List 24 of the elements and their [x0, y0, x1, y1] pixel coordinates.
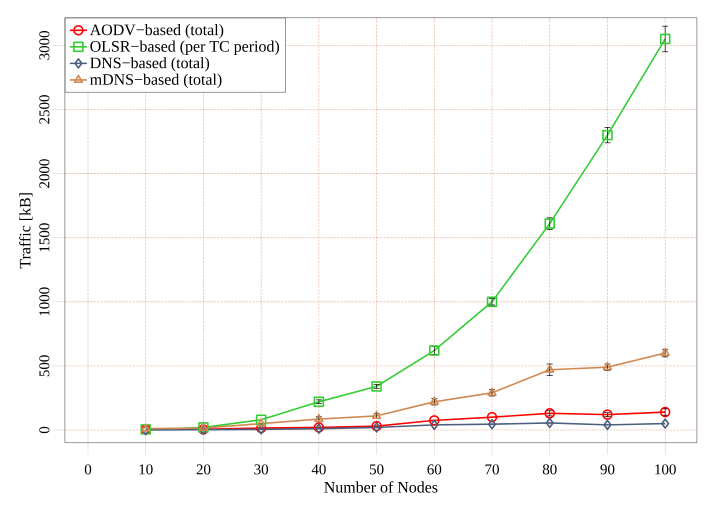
x-tick-label: 90: [600, 464, 614, 474]
x-tick-label: 60: [427, 464, 442, 474]
y-tick-label: 0: [39, 426, 50, 434]
x-tick-label: 10: [140, 464, 153, 474]
x-tick-label: 70: [486, 464, 499, 474]
y-tick-label: 500: [39, 355, 50, 376]
x-tick-label: 40: [312, 464, 326, 474]
legend-label: DNS−based (total): [90, 57, 210, 72]
y-axis-title: Traffic [kB]: [19, 193, 32, 268]
x-tick-label: 0: [84, 464, 92, 474]
legend-label: OLSR−based (per TC period): [90, 40, 280, 55]
x-tick-label: 80: [542, 464, 557, 474]
x-tick-label: 50: [370, 464, 384, 474]
y-tick-label: 1000: [39, 287, 50, 316]
y-tick-label: 2500: [39, 95, 50, 124]
x-tick-label: 30: [254, 464, 268, 474]
x-tick-label: 20: [196, 464, 210, 474]
x-tick-label: 100: [655, 464, 676, 474]
x-axis-title: Number of Nodes: [324, 481, 438, 493]
y-tick-label: 2000: [39, 159, 50, 188]
legend-label: mDNS−based (total): [90, 74, 222, 88]
legend-label: AODV−based (total): [90, 24, 224, 38]
y-tick-label: 1500: [39, 223, 50, 252]
y-tick-label: 3000: [39, 31, 50, 60]
